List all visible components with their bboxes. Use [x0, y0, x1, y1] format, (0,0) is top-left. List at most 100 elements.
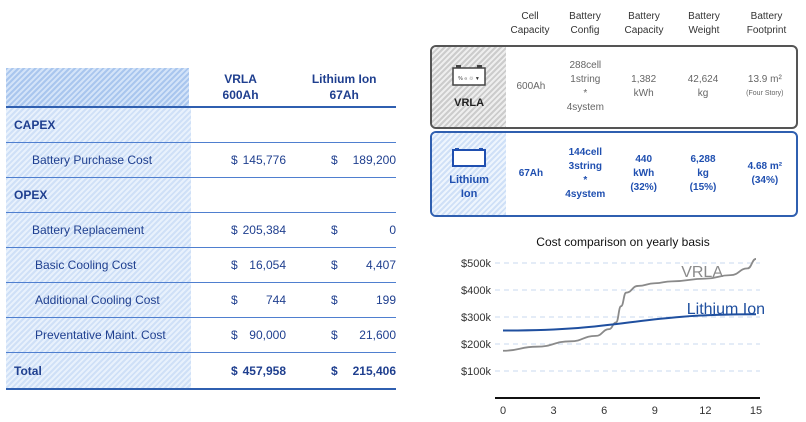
currency: $ [331, 363, 338, 378]
li-label-2: Ion [460, 188, 478, 200]
hdr: Capacity [510, 25, 550, 36]
cost-row: Battery Replacement $205,384 $0 [6, 213, 396, 248]
cost-table: VRLA 600Ah Lithium Ion 67Ah CAPEX Battery P… [6, 68, 396, 390]
cfg: 144cell [568, 147, 602, 158]
y-tick-label: $500k [461, 258, 491, 270]
row-label: OPEX [6, 178, 191, 212]
vrla-battery-icon: % ∝ ♲ ▼ [452, 65, 486, 86]
wt: kg [697, 168, 709, 179]
currency: $ [231, 293, 238, 307]
li-title: Lithium Ion [311, 72, 377, 86]
vrla-value: 90,000 [249, 328, 286, 342]
li-label-1: Lithium [449, 174, 489, 186]
fp: 4.68 m² [747, 161, 783, 172]
spec-header: Cell Capacity Battery Config Battery Capaci… [430, 10, 798, 44]
x-tick-label: 6 [601, 405, 607, 417]
series-label-lithium-ion: Lithium Ion [687, 301, 765, 318]
cfg: * [583, 88, 588, 99]
row-label: Basic Cooling Cost [6, 248, 191, 282]
li-capacity: 67Ah [329, 88, 359, 102]
header-blank [6, 68, 189, 106]
wt: 6,288 [690, 154, 716, 165]
li-value: 189,200 [352, 153, 396, 167]
li-value: 21,600 [359, 328, 396, 342]
currency: $ [231, 153, 238, 167]
vrla-value: 205,384 [242, 223, 286, 237]
currency: $ [331, 153, 338, 167]
series-line-lithium-ion [502, 313, 757, 332]
hdr: Config [570, 25, 600, 36]
vrla-spec-row: % ∝ ♲ ▼ VRLA 600Ah 288cell 1string * 4syste… [430, 45, 798, 129]
currency: $ [331, 328, 338, 342]
spec-table: Cell Capacity Battery Config Battery Capaci… [430, 10, 798, 217]
cfg: 288cell [569, 60, 602, 71]
x-tick-label: 9 [652, 405, 658, 417]
cap: (32%) [630, 182, 658, 193]
wt: (15%) [689, 182, 717, 193]
li-spec-row: Lithium Ion 67Ah 144cell 3string * 4system … [430, 131, 798, 217]
row-label: Additional Cooling Cost [6, 283, 191, 317]
x-tick-label: 3 [551, 405, 557, 417]
vrla-capacity: 600Ah [222, 88, 259, 102]
header-vrla: VRLA 600Ah [189, 71, 293, 103]
vrla-cell: % ∝ ♲ ▼ VRLA [432, 47, 507, 127]
currency: $ [231, 363, 238, 378]
x-tick-label: 15 [750, 405, 762, 417]
li-value: 215,406 [352, 363, 396, 378]
x-tick-label: 12 [699, 405, 711, 417]
cost-row: Basic Cooling Cost $16,054 $4,407 [6, 248, 396, 283]
vrla-title: VRLA [224, 72, 257, 86]
cfg: 4system [565, 189, 606, 200]
hdr: Battery [688, 11, 720, 22]
cost-table-header: VRLA 600Ah Lithium Ion 67Ah [6, 68, 396, 108]
li-value: 4,407 [365, 258, 396, 272]
cost-chart: Cost comparison on yearly basis $100k $200… [461, 235, 765, 417]
hdr: Footprint [746, 25, 787, 36]
currency: $ [331, 293, 338, 307]
header-li: Lithium Ion 67Ah [292, 71, 396, 103]
cfg: 3string [568, 161, 602, 172]
vrla-value: 457,958 [242, 363, 286, 378]
cost-row: Preventative Maint. Cost $90,000 $21,600 [6, 318, 396, 353]
currency: $ [231, 258, 238, 272]
cfg: 1string [570, 74, 601, 85]
currency: $ [331, 223, 338, 237]
vrla-label: VRLA [454, 97, 485, 109]
vrla-cell-capacity: 600Ah [516, 81, 546, 92]
fp: 13.9 m² [747, 74, 782, 85]
row-label: Preventative Maint. Cost [6, 318, 191, 352]
li-value: 0 [389, 223, 396, 237]
fp-note: (Four Story) [746, 90, 784, 97]
hdr: Battery [569, 11, 601, 22]
y-tick-label: $400k [461, 285, 491, 297]
cost-row: OPEX [6, 178, 396, 213]
currency: $ [231, 328, 238, 342]
svg-text:% ∝ ♲ ▼: % ∝ ♲ ▼ [458, 76, 480, 82]
cap: 1,382 [631, 74, 657, 85]
fp-note: (34%) [751, 175, 779, 186]
vrla-value: 145,776 [242, 153, 286, 167]
hdr: Weight [688, 25, 720, 36]
cfg: * [583, 175, 588, 186]
row-label: Total [6, 353, 191, 388]
wt: kg [697, 88, 709, 99]
series-label-vrla: VRLA [681, 264, 723, 281]
vrla-value: 744 [265, 293, 286, 307]
cap: kWh [633, 88, 654, 99]
li-cell-capacity: 67Ah [518, 168, 544, 179]
series-line-vrla [502, 258, 757, 352]
y-tick-label: $300k [461, 312, 491, 324]
chart-title: Cost comparison on yearly basis [536, 235, 709, 249]
vrla-value: 16,054 [249, 258, 286, 272]
currency: $ [331, 258, 338, 272]
hdr: Cell [521, 11, 539, 22]
li-battery-icon [452, 148, 487, 167]
row-label: Battery Purchase Cost [6, 143, 191, 177]
cost-row: Additional Cooling Cost $744 $199 [6, 283, 396, 318]
hdr: Battery [750, 11, 783, 22]
row-label: CAPEX [6, 108, 191, 142]
cost-row: Battery Purchase Cost $145,776 $189,200 [6, 143, 396, 178]
hdr: Capacity [624, 25, 664, 36]
wt: 42,624 [687, 74, 719, 85]
cost-row: Total $457,958 $215,406 [6, 353, 396, 390]
